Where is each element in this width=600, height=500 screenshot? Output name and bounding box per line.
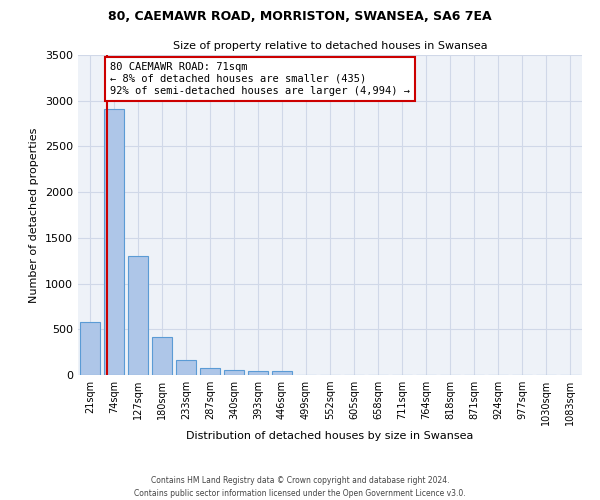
Bar xyxy=(200,368,220,375)
Text: 80 CAEMAWR ROAD: 71sqm
← 8% of detached houses are smaller (435)
92% of semi-det: 80 CAEMAWR ROAD: 71sqm ← 8% of detached … xyxy=(110,62,410,96)
Text: 80, CAEMAWR ROAD, MORRISTON, SWANSEA, SA6 7EA: 80, CAEMAWR ROAD, MORRISTON, SWANSEA, SA… xyxy=(108,10,492,23)
Bar xyxy=(80,322,100,375)
Bar xyxy=(272,372,292,375)
Bar xyxy=(128,256,148,375)
Title: Size of property relative to detached houses in Swansea: Size of property relative to detached ho… xyxy=(173,42,487,51)
Bar xyxy=(248,371,268,375)
X-axis label: Distribution of detached houses by size in Swansea: Distribution of detached houses by size … xyxy=(187,430,473,440)
Y-axis label: Number of detached properties: Number of detached properties xyxy=(29,128,40,302)
Text: Contains HM Land Registry data © Crown copyright and database right 2024.
Contai: Contains HM Land Registry data © Crown c… xyxy=(134,476,466,498)
Bar xyxy=(104,109,124,375)
Bar xyxy=(152,336,172,375)
Bar xyxy=(176,360,196,375)
Bar xyxy=(224,370,244,375)
